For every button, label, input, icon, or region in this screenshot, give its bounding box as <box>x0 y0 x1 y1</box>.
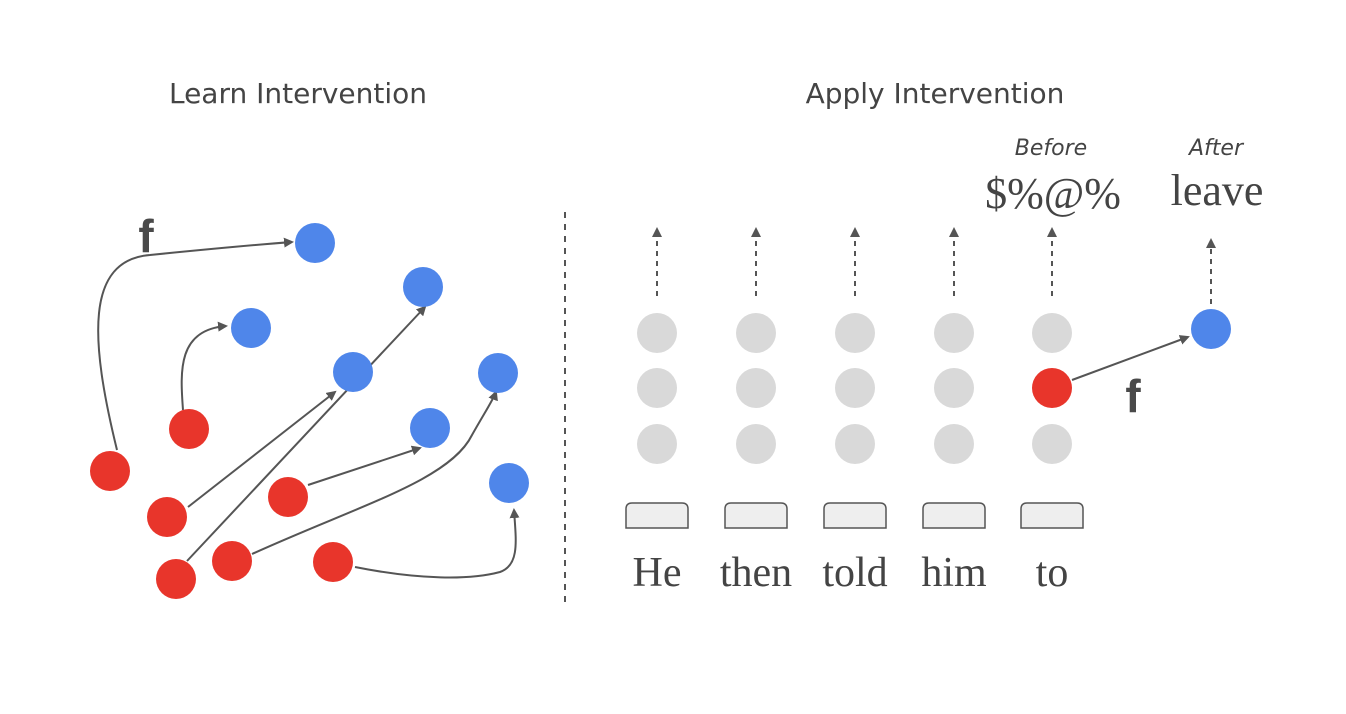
hidden-state-dot <box>637 424 677 464</box>
token-label: to <box>1036 550 1069 596</box>
before-output: $%@% <box>985 169 1121 218</box>
token-box <box>922 502 986 529</box>
token-box <box>823 502 887 529</box>
before-label: Before <box>1015 136 1087 161</box>
red-dot <box>156 559 196 599</box>
intervened-red-dot <box>1032 368 1072 408</box>
mapping-arrow <box>187 390 337 508</box>
left-arrows <box>97 237 520 579</box>
hidden-state-dot <box>1032 313 1072 353</box>
token-box <box>625 502 689 529</box>
token-column: He <box>625 227 689 596</box>
hidden-state-dot <box>736 424 776 464</box>
intervened-blue-dot <box>1191 309 1231 349</box>
token-label: told <box>822 550 887 596</box>
hidden-state-dot <box>736 368 776 408</box>
red-dot <box>313 542 353 582</box>
mapping-arrow <box>180 321 228 411</box>
after-output: leave <box>1171 166 1264 215</box>
right-panel-title: Apply Intervention <box>806 77 1065 110</box>
blue-dot <box>231 308 271 348</box>
intervention-group: f <box>1071 238 1231 422</box>
hidden-state-dot <box>637 368 677 408</box>
hidden-state-dot <box>637 313 677 353</box>
intervention-arrow <box>1071 335 1190 381</box>
token-box <box>1020 502 1084 529</box>
hidden-state-dot <box>934 424 974 464</box>
token-label: He <box>633 550 682 596</box>
blue-dot <box>489 463 529 503</box>
blue-dot <box>403 267 443 307</box>
hidden-state-dot <box>934 368 974 408</box>
token-column: him <box>921 227 987 596</box>
red-dot <box>268 477 308 517</box>
hidden-state-dot <box>1032 424 1072 464</box>
red-dot <box>90 451 130 491</box>
left-panel-title: Learn Intervention <box>169 77 427 110</box>
blue-dot <box>333 352 373 392</box>
token-column: to <box>1020 227 1084 596</box>
token-columns: He then told him to <box>625 227 1084 596</box>
blue-dot <box>478 353 518 393</box>
hidden-state-dot <box>835 313 875 353</box>
mapping-arrow <box>97 237 294 451</box>
blue-dot <box>295 223 335 263</box>
right-function-label: f <box>1125 370 1141 422</box>
token-label: then <box>720 550 792 596</box>
hidden-state-dot <box>934 313 974 353</box>
hidden-state-dot <box>835 368 875 408</box>
red-dot <box>147 497 187 537</box>
token-column: told <box>822 227 888 596</box>
blue-dot <box>410 408 450 448</box>
token-box <box>724 502 788 529</box>
red-dot <box>212 541 252 581</box>
token-column: then <box>720 227 792 596</box>
red-dot <box>169 409 209 449</box>
token-label: him <box>921 550 987 596</box>
mapping-arrow <box>251 390 498 555</box>
after-label: After <box>1187 136 1245 161</box>
mapping-arrow <box>354 508 520 579</box>
hidden-state-dot <box>835 424 875 464</box>
mapping-arrow <box>186 305 427 562</box>
left-function-label: f <box>138 210 154 262</box>
mapping-arrow <box>307 445 422 486</box>
hidden-state-dot <box>736 313 776 353</box>
left-dots <box>90 223 529 599</box>
